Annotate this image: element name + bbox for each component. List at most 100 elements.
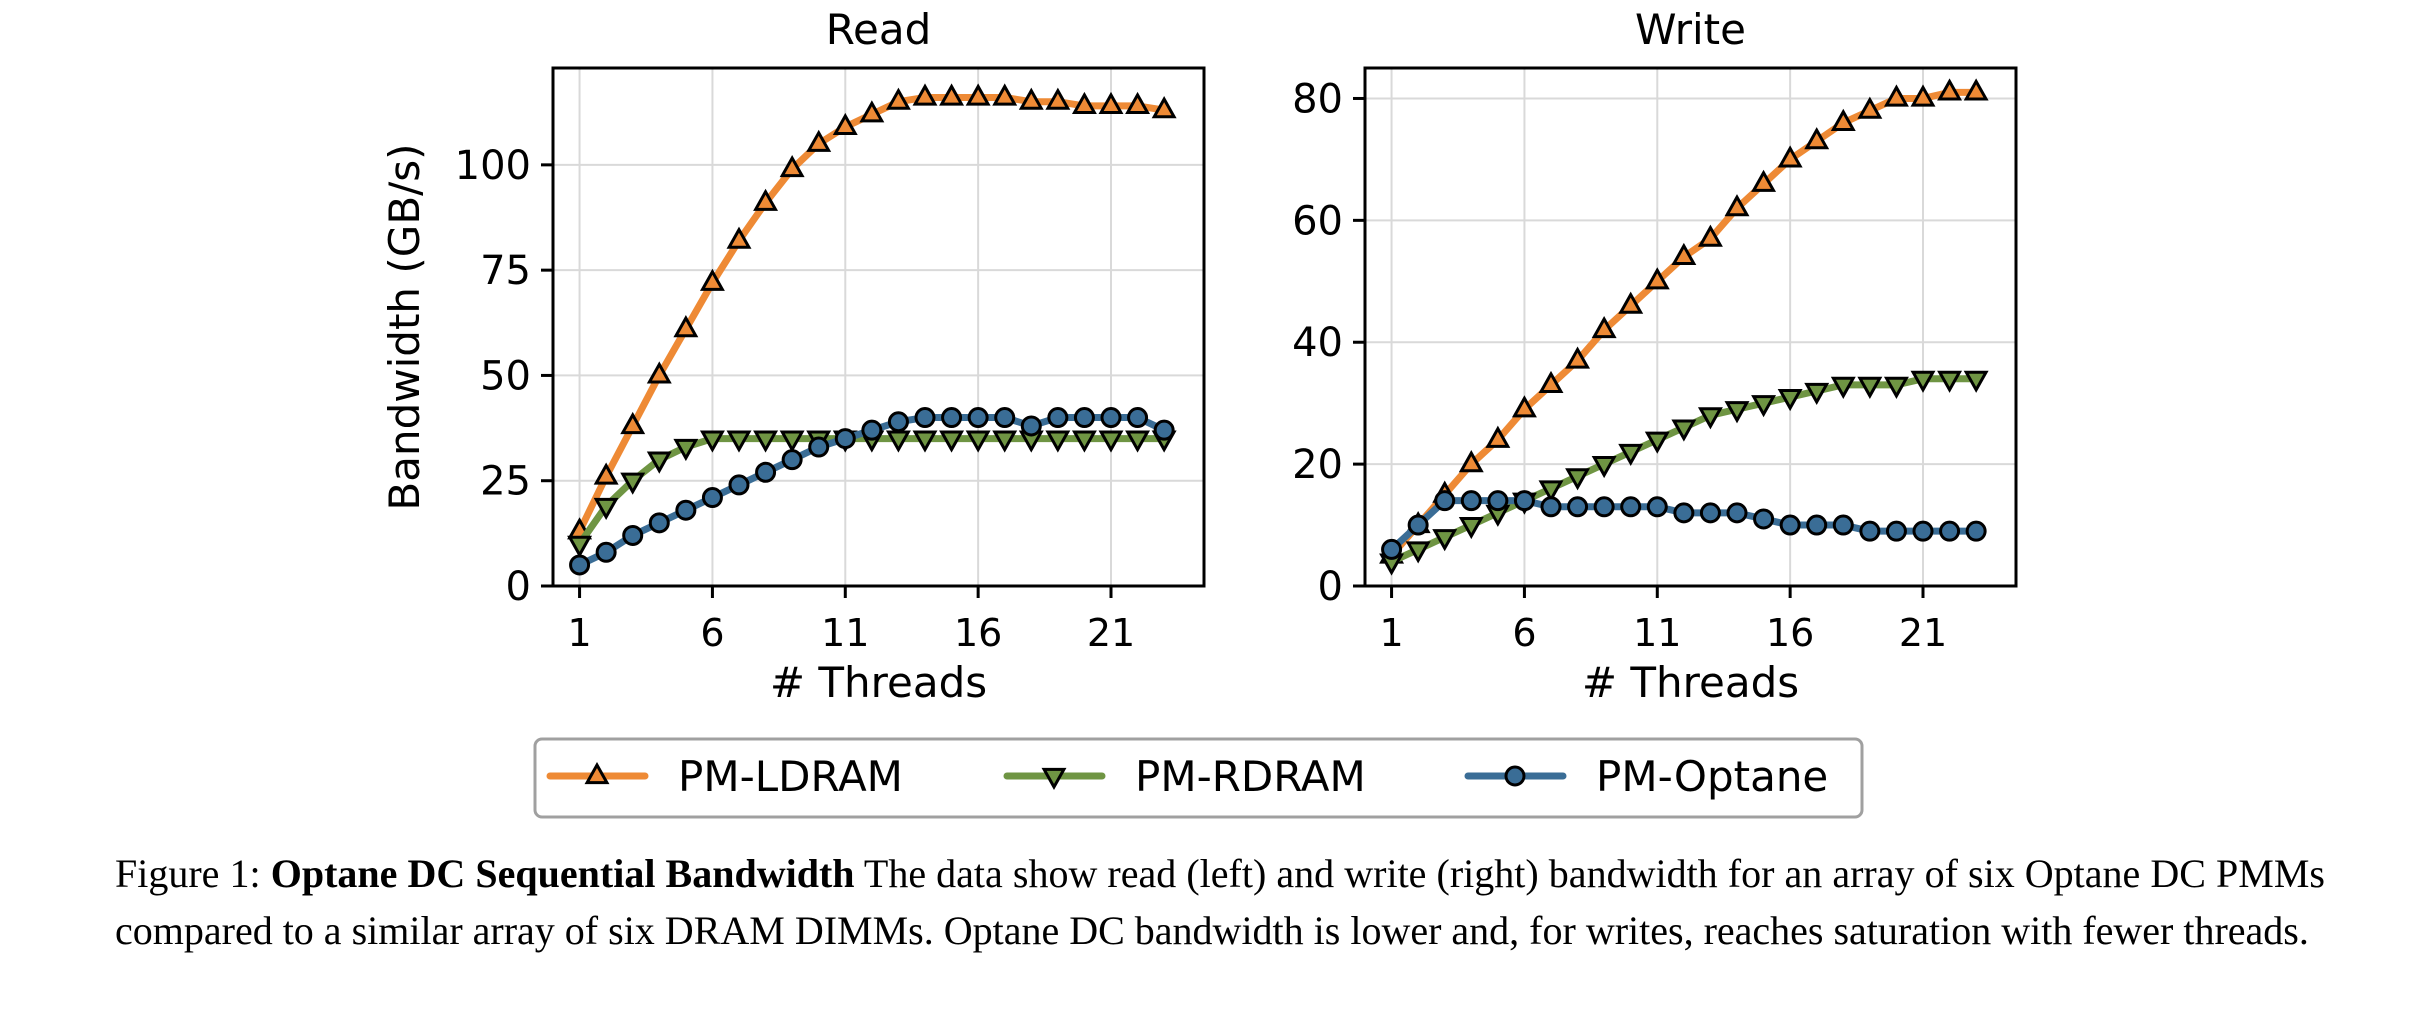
write-pm-rdram-point — [1830, 376, 1856, 399]
write-pm-ldram-point — [1697, 224, 1723, 247]
read-pm-rdram-point — [593, 497, 619, 521]
read-pm-rdram-point — [753, 430, 779, 453]
write-pm-rdram-point — [1937, 370, 1963, 393]
write-pm-rdram-point — [1458, 516, 1484, 540]
read-pm-ldram-point — [965, 83, 991, 106]
write-x-tick-label: 16 — [1766, 611, 1814, 655]
write-pm-optane-point — [1540, 496, 1562, 518]
write-pm-rdram-point — [1591, 456, 1617, 479]
legend-entry-pm-ldram-marker — [584, 761, 610, 785]
read-pm-rdram-point — [699, 430, 725, 453]
read-pm-optane-point — [808, 436, 830, 458]
write-y-tick-label: 80 — [1292, 76, 1343, 122]
caption-bold-title: Optane DC Sequential Bandwidth — [270, 851, 855, 896]
read-pm-ldram-point — [673, 315, 699, 338]
read-pm-rdram-point — [620, 472, 646, 495]
write-pm-rdram-point — [1405, 541, 1431, 564]
write-pm-ldram-point — [1857, 96, 1883, 119]
read-pm-optane-point — [755, 461, 777, 483]
write-pm-rdram-point — [1671, 419, 1697, 442]
read-pm-rdram-point — [1125, 430, 1151, 453]
read-x-tick-label: 16 — [954, 611, 1002, 655]
read-pm-optane-point — [622, 524, 644, 546]
read-pm-ldram-point — [593, 462, 619, 485]
write-pm-rdram-point — [1618, 443, 1644, 466]
read-pm-optane-markers — [569, 407, 1175, 576]
write-pm-optane-point — [1832, 514, 1854, 536]
read-y-axis-label: Bandwidth (GB/s) — [380, 143, 429, 510]
legend-entry-pm-rdram-marker — [1041, 767, 1067, 791]
read-pm-optane-point — [675, 499, 697, 521]
write-x-tick-label: 21 — [1899, 611, 1947, 655]
write-pm-ldram-markers — [1379, 78, 1989, 564]
read-pm-rdram-point — [726, 430, 752, 453]
write-pm-optane-point — [1859, 520, 1881, 542]
write-pm-rdram-point — [1857, 376, 1883, 399]
write-pm-ldram-point — [1485, 425, 1511, 448]
read-pm-optane-point — [1047, 407, 1069, 429]
read-pm-rdram-point — [646, 451, 672, 474]
caption-text: The data show read (left) and write (rig… — [115, 851, 2326, 953]
legend-box — [533, 737, 1864, 819]
read-pm-ldram-point — [806, 129, 832, 152]
write-pm-optane-point — [1460, 490, 1482, 512]
write-pm-optane-point — [1593, 496, 1615, 518]
write-x-tick-label: 6 — [1512, 611, 1536, 655]
read-pm-optane-point — [834, 428, 856, 450]
write-pm-ldram-point — [1591, 315, 1617, 339]
read-pm-rdram-point — [965, 430, 991, 453]
read-pm-ldram-point — [885, 87, 911, 110]
write-pm-ldram-point — [1910, 84, 1936, 107]
read-y-tick-label: 0 — [506, 564, 531, 610]
write-pm-ldram-point — [1538, 370, 1564, 393]
write-pm-optane-point — [1806, 514, 1828, 536]
read-plot-frame — [551, 66, 1206, 588]
read-x-tick-label: 1 — [567, 611, 591, 655]
write-pm-ldram-point — [1751, 169, 1777, 192]
read-pm-rdram-point — [1045, 430, 1071, 453]
write-pm-rdram-point — [1724, 401, 1750, 424]
write-x-tick-label: 1 — [1379, 611, 1403, 655]
write-pm-rdram-point — [1432, 529, 1458, 552]
read-pm-ldram-point — [832, 112, 858, 136]
read-pm-optane-point — [1020, 415, 1042, 437]
read-pm-ldram-point — [1098, 91, 1124, 115]
read-pm-rdram-point — [567, 535, 593, 558]
write-pm-rdram-point — [1910, 370, 1936, 393]
write-pm-optane-point — [1753, 508, 1775, 530]
write-pm-optane-point — [1965, 520, 1987, 542]
read-pm-optane-point — [994, 407, 1016, 429]
read-pm-rdram-point — [1098, 430, 1124, 453]
read-y-tick-label: 75 — [480, 248, 531, 294]
read-pm-ldram-point — [1151, 96, 1177, 119]
write-pm-ldram-point — [1724, 194, 1750, 217]
write-pm-rdram-markers — [1379, 370, 1989, 576]
write-pm-rdram-point — [1804, 382, 1830, 406]
read-pm-optane-point — [1127, 407, 1149, 429]
read-x-tick-label: 21 — [1087, 611, 1135, 655]
read-pm-ldram-point — [1018, 87, 1044, 110]
read-pm-ldram-point — [939, 83, 965, 106]
write-pm-optane-point — [1912, 520, 1934, 542]
legend-entry-pm-rdram: PM-RDRAM — [1003, 752, 1366, 801]
write-pm-optane-point — [1699, 502, 1721, 524]
legend-entry-pm-ldram: PM-LDRAM — [546, 752, 903, 801]
read-pm-optane-point — [728, 474, 750, 496]
read-pm-ldram-point — [646, 361, 672, 384]
caption-prefix: Figure 1: — [115, 851, 271, 896]
read-pm-ldram-point — [699, 268, 725, 291]
legend: PM-LDRAM PM-RDRAM PM-Optane — [533, 737, 1864, 819]
write-y-tick-label: 40 — [1292, 320, 1343, 366]
read-y-tick-label: 25 — [480, 459, 531, 505]
write-pm-optane-point — [1726, 502, 1748, 524]
read-pm-optane-point — [941, 407, 963, 429]
read-pm-rdram-point — [939, 430, 965, 453]
read-pm-ldram-point — [779, 155, 805, 178]
read-pm-rdram-markers — [567, 430, 1177, 558]
write-pm-ldram-point — [1937, 78, 1963, 101]
write-title: Write — [1635, 5, 1746, 54]
read-x-tick-label: 11 — [821, 611, 869, 655]
write-pm-ldram-line — [1388, 88, 1980, 560]
figure-caption: Figure 1: Optane DC Sequential Bandwidth… — [115, 845, 2325, 959]
